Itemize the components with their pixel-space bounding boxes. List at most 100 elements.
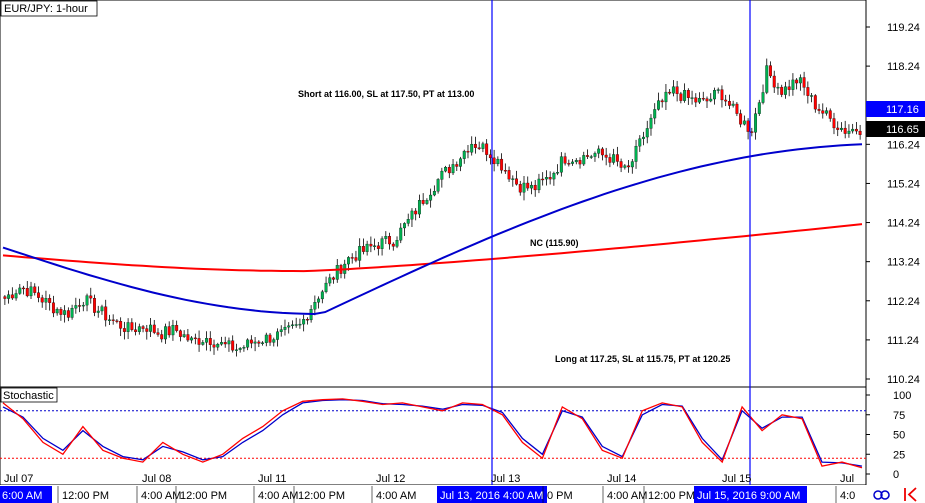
candle-body bbox=[481, 143, 485, 149]
candle-body bbox=[186, 334, 190, 341]
stochastic-tick-label: 25 bbox=[893, 449, 905, 461]
candle-body bbox=[115, 320, 119, 322]
candle-body bbox=[175, 325, 179, 331]
candle-body bbox=[627, 165, 631, 168]
candle-body bbox=[604, 154, 608, 158]
price-tick-label: 116.24 bbox=[887, 139, 920, 151]
candle-body bbox=[791, 79, 795, 90]
candle-body bbox=[765, 65, 769, 93]
candle-body bbox=[164, 326, 167, 340]
candle-body bbox=[817, 108, 821, 111]
candle-body bbox=[361, 246, 365, 252]
candle-body bbox=[208, 338, 212, 345]
candle-body bbox=[754, 113, 758, 133]
price-tick-label: 110.24 bbox=[887, 374, 920, 386]
candle-body bbox=[227, 340, 231, 345]
arrow-back-icon[interactable] bbox=[904, 487, 917, 502]
candle-body bbox=[582, 155, 586, 165]
candle-body bbox=[473, 143, 477, 148]
candle-body bbox=[500, 158, 504, 171]
time-tick-label: 4:00 AM bbox=[607, 490, 647, 502]
candle-body bbox=[821, 110, 825, 114]
day-label: Jul bbox=[840, 473, 854, 485]
candle-body bbox=[840, 127, 843, 130]
candle-body bbox=[683, 90, 687, 101]
stochastic-tick-label: 75 bbox=[893, 410, 905, 422]
candle-body bbox=[201, 342, 205, 345]
time-label-highlight-1: Jul 13, 2016 4:00 AM bbox=[440, 490, 543, 502]
candle-body bbox=[518, 184, 522, 193]
nc-annotation: NC (115.90) bbox=[530, 238, 579, 248]
candle-body bbox=[709, 98, 713, 102]
candle-body bbox=[25, 288, 29, 297]
candle-body bbox=[190, 337, 194, 341]
candle-body bbox=[586, 155, 589, 157]
candle-body bbox=[111, 319, 115, 321]
candle-body bbox=[414, 210, 418, 215]
candle-body bbox=[552, 172, 556, 180]
candle-body bbox=[257, 341, 261, 344]
candle-body bbox=[354, 257, 358, 261]
candle-body bbox=[432, 191, 436, 196]
candle-body bbox=[828, 110, 832, 119]
candle-body bbox=[156, 332, 160, 335]
candle-body bbox=[548, 177, 552, 180]
day-label: Jul 11 bbox=[258, 473, 287, 485]
candle-body bbox=[85, 295, 89, 306]
candle-body bbox=[335, 265, 339, 280]
candle-body bbox=[724, 99, 728, 102]
candle-body bbox=[122, 328, 126, 332]
candle-body bbox=[234, 349, 238, 351]
candle-body bbox=[332, 277, 335, 280]
stochastic-title-box bbox=[0, 387, 58, 403]
candle-body bbox=[772, 75, 776, 88]
candle-body bbox=[66, 310, 70, 318]
candle-body bbox=[574, 160, 578, 163]
candle-body bbox=[798, 77, 802, 84]
time-tick-label: 4:00 AM bbox=[376, 490, 416, 502]
time-highlight-2 bbox=[694, 486, 807, 503]
candle-body bbox=[171, 325, 175, 336]
candle-body bbox=[33, 286, 37, 293]
stochastic-tick-label: 0 bbox=[893, 469, 899, 481]
candle-body bbox=[223, 342, 227, 345]
candle-body bbox=[455, 164, 459, 167]
ma-value-text: 117.16 bbox=[886, 104, 919, 116]
candle-body bbox=[317, 298, 321, 303]
time-tick-label: 4:00 AM bbox=[258, 490, 298, 502]
candle-body bbox=[657, 100, 660, 110]
candle-body bbox=[22, 287, 25, 290]
candle-body bbox=[205, 338, 208, 343]
candle-body bbox=[145, 328, 149, 332]
candle-body bbox=[813, 95, 817, 110]
candle-body bbox=[421, 200, 425, 204]
stochastic-k-line bbox=[2, 398, 863, 469]
candle-body bbox=[78, 305, 82, 307]
candle-body bbox=[380, 238, 384, 249]
candle-body bbox=[410, 210, 414, 220]
stochastic-tick-label: 50 bbox=[893, 430, 905, 442]
link-icon[interactable] bbox=[873, 490, 890, 500]
day-label: Jul 13 bbox=[491, 473, 520, 485]
candle-body bbox=[305, 319, 309, 321]
candle-body bbox=[701, 98, 705, 100]
candle-body bbox=[313, 302, 317, 310]
candle-body bbox=[107, 319, 111, 321]
candle-body bbox=[727, 101, 731, 106]
stochastic-panel[interactable] bbox=[0, 386, 867, 486]
candle-body bbox=[578, 160, 582, 165]
candle-body bbox=[74, 305, 78, 309]
candle-body bbox=[694, 97, 698, 103]
candle-body bbox=[466, 150, 470, 153]
candle-body bbox=[515, 178, 518, 185]
candle-body bbox=[731, 103, 735, 106]
candle-body bbox=[485, 143, 489, 155]
candle-body bbox=[261, 342, 265, 344]
candle-body bbox=[679, 93, 683, 101]
candle-body bbox=[287, 325, 291, 328]
candle-body bbox=[690, 97, 694, 99]
price-tick-label: 112.24 bbox=[887, 296, 920, 308]
candle-body bbox=[302, 319, 306, 325]
ma-value-tag bbox=[866, 101, 925, 117]
candle-body bbox=[14, 293, 18, 299]
